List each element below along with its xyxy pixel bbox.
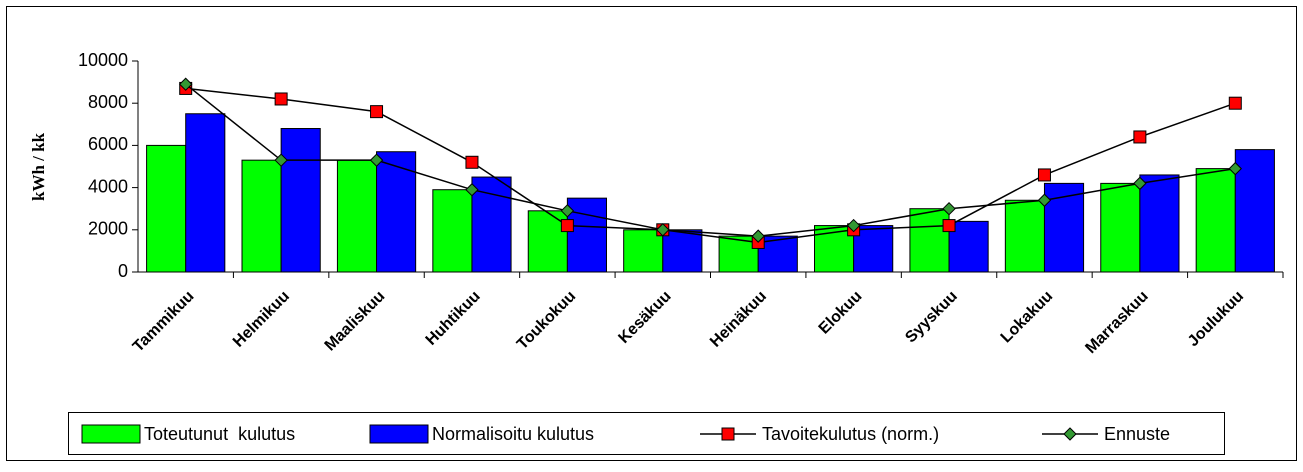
bar (1043, 182, 1085, 273)
y-tick-label: 6000 (88, 134, 128, 154)
marker (274, 153, 288, 167)
marker (751, 229, 765, 243)
y-tick-label: 8000 (88, 92, 128, 112)
marker (1228, 161, 1242, 176)
legend-label: Normalisoitu kulutus (432, 424, 594, 444)
line-series (185, 87, 1236, 244)
marker (1063, 427, 1077, 441)
marker (942, 219, 956, 233)
legend: Toteutunut kulutus Normalisoitu kulutus Ta… (68, 412, 1225, 455)
marker (656, 223, 670, 237)
y-tick-label: 10000 (78, 50, 128, 70)
bar (566, 197, 607, 273)
bar (1139, 174, 1180, 273)
bar (185, 113, 226, 273)
marker (274, 92, 288, 106)
legend-label: Toteutunut kulutus (144, 424, 295, 444)
marker (942, 201, 956, 216)
marker (560, 219, 574, 233)
bar (280, 128, 321, 273)
line-series (185, 83, 1236, 237)
marker (560, 204, 575, 218)
bar (241, 159, 282, 273)
marker (370, 105, 384, 119)
marker (465, 183, 479, 197)
bar (623, 229, 664, 273)
legend-box (68, 412, 1225, 455)
marker (1037, 168, 1051, 182)
y-tick-label: 2000 (88, 219, 128, 239)
bar (1100, 182, 1141, 273)
y-tick-label: 4000 (88, 176, 128, 196)
bar (814, 225, 855, 273)
bar (1234, 149, 1275, 273)
legend-swatch (369, 424, 429, 444)
bar (432, 189, 473, 273)
marker (846, 218, 861, 233)
bar (146, 144, 187, 273)
bar (1004, 199, 1045, 273)
marker (369, 153, 384, 167)
marker (1133, 130, 1147, 144)
marker (179, 77, 193, 91)
bar (471, 176, 512, 273)
marker (1228, 96, 1242, 110)
y-axis-label: kWh / kk (29, 132, 48, 201)
bar (662, 229, 703, 273)
y-tick-label: 0 (118, 261, 128, 281)
legend-label: Tavoitekulutus (norm.) (762, 424, 939, 444)
legend-label: Ennuste (1104, 424, 1170, 444)
marker (721, 427, 735, 441)
marker (1037, 193, 1052, 207)
bar (948, 220, 989, 273)
marker (465, 155, 479, 169)
bar (909, 208, 950, 273)
legend-swatch (81, 424, 141, 444)
bar (336, 159, 378, 273)
marker (1133, 176, 1147, 191)
bar (1195, 168, 1236, 273)
bar (853, 225, 894, 273)
bar (376, 151, 417, 273)
